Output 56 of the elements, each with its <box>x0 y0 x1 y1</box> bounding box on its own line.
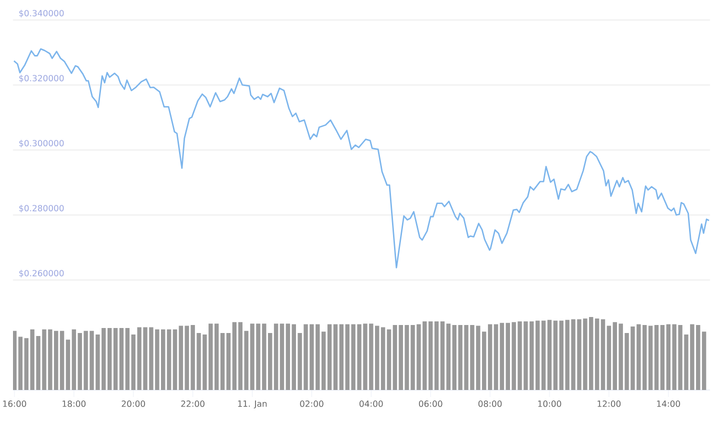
y-tick-label: $0.340000 <box>19 10 64 18</box>
bar <box>594 318 600 390</box>
bar <box>541 320 546 390</box>
bar <box>600 319 606 390</box>
bar <box>333 324 338 390</box>
bar <box>440 321 445 390</box>
bar <box>113 328 118 390</box>
bar <box>274 324 278 390</box>
x-tick-label: 18:00 <box>62 400 86 407</box>
bar <box>286 324 290 390</box>
x-tick-label: 22:00 <box>181 400 204 407</box>
bar <box>18 336 23 390</box>
bar <box>547 320 552 390</box>
x-tick-label: 11. Jan <box>238 400 267 408</box>
y-tick-label: $0.280000 <box>19 204 64 212</box>
x-tick-label: 12:00 <box>598 400 621 407</box>
y-tick-label: $0.300000 <box>19 140 64 148</box>
x-tick-label: 04:00 <box>360 400 383 407</box>
bar <box>380 327 386 390</box>
bar <box>119 328 124 390</box>
bar <box>434 321 439 390</box>
bar <box>226 333 231 390</box>
x-tick-label: 08:00 <box>478 400 502 407</box>
bar <box>280 324 284 390</box>
bar <box>553 320 558 390</box>
bar <box>72 329 76 390</box>
bar <box>702 332 706 390</box>
bar <box>488 324 492 390</box>
bar <box>339 324 344 390</box>
bar <box>13 330 17 390</box>
bar <box>178 326 184 390</box>
bar <box>654 325 659 390</box>
x-tick-label: 10:00 <box>538 400 562 407</box>
y-tick-label: $0.320000 <box>19 74 64 82</box>
bar <box>606 326 612 390</box>
bar <box>446 324 451 390</box>
bar <box>220 333 225 390</box>
bar <box>660 325 665 390</box>
bar <box>66 340 70 390</box>
bar <box>386 329 392 390</box>
bar <box>232 322 237 390</box>
bar <box>172 329 178 390</box>
x-tick-label: 02:00 <box>300 400 324 407</box>
bar <box>125 328 130 390</box>
x-tick-label: 06:00 <box>418 400 442 407</box>
x-tick-label: 20:00 <box>122 400 146 407</box>
bar <box>166 329 172 390</box>
bar <box>327 324 332 390</box>
bar <box>60 330 64 390</box>
x-tick-label: 14:00 <box>657 400 680 407</box>
bar <box>648 326 653 390</box>
y-tick-label: $0.260000 <box>19 270 64 278</box>
bar <box>392 325 398 390</box>
x-tick-label: 16:00 <box>3 400 26 407</box>
bar <box>500 322 504 390</box>
bar <box>494 324 498 390</box>
